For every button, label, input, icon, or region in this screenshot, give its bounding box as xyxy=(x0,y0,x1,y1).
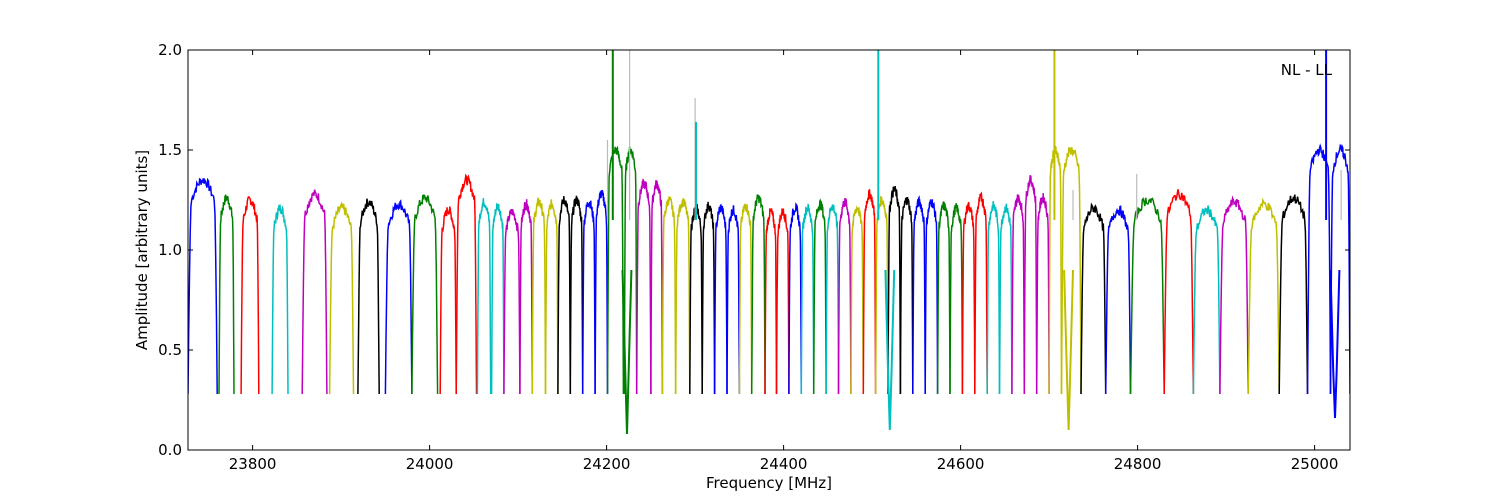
band-segment xyxy=(240,196,260,395)
band-segment xyxy=(1011,194,1026,395)
x-tick-label: 24000 xyxy=(406,455,454,473)
band-segment xyxy=(899,196,914,395)
band-segment xyxy=(974,191,988,395)
series-layer xyxy=(188,50,1350,435)
y-tick-label: 0.5 xyxy=(158,341,182,359)
y-tick-label: 1.5 xyxy=(158,141,182,159)
band-segment xyxy=(1192,205,1221,395)
y-tick-label: 1.0 xyxy=(158,241,182,259)
band-segment xyxy=(594,189,609,395)
annotation-label: NL - LL xyxy=(1281,61,1333,79)
band-segment xyxy=(674,198,691,395)
band-segment xyxy=(623,146,638,395)
band-segment xyxy=(490,202,505,395)
band-segment xyxy=(569,195,584,395)
band-segment xyxy=(936,200,951,395)
band-segment xyxy=(301,189,328,395)
band-segment xyxy=(650,180,664,395)
band-segment xyxy=(961,201,976,395)
x-tick-label: 25000 xyxy=(1291,455,1339,473)
band-segment xyxy=(531,197,547,395)
x-tick-label: 24400 xyxy=(760,455,808,473)
band-segment xyxy=(887,186,902,395)
band-segment xyxy=(837,197,852,395)
tick-layer: 23800 24000 24200 24400 24600 24800 25000 0.0 0.… xyxy=(158,41,1350,473)
band-segment xyxy=(812,198,827,395)
band-segment xyxy=(1247,197,1280,395)
band-segment xyxy=(455,173,478,395)
band-segment xyxy=(701,201,716,395)
y-tick-label: 0.0 xyxy=(158,441,182,459)
band-segment xyxy=(874,196,889,395)
band-segment xyxy=(1104,205,1132,395)
band-segment xyxy=(384,199,413,395)
band-segment xyxy=(862,189,877,395)
band-segment xyxy=(544,199,559,395)
plot-background xyxy=(188,50,1350,450)
band-segment xyxy=(1080,202,1107,395)
x-tick-label: 23800 xyxy=(229,455,277,473)
x-tick-label: 24800 xyxy=(1114,455,1162,473)
band-segment xyxy=(188,177,218,395)
band-segment xyxy=(998,203,1013,395)
band-segment xyxy=(1035,193,1050,395)
band-segment xyxy=(986,201,1001,395)
band-segment xyxy=(503,209,521,395)
band-segment xyxy=(850,205,865,395)
band-segment xyxy=(800,203,815,395)
y-axis-label: Amplitude [arbitrary units] xyxy=(133,150,151,350)
band-segment xyxy=(912,195,926,395)
band-segment xyxy=(924,199,939,395)
band-segment xyxy=(411,193,439,395)
absorption-dip xyxy=(621,269,633,435)
band-segment xyxy=(557,196,572,395)
band-segment xyxy=(328,201,355,395)
band-segment xyxy=(949,203,964,395)
band-segment xyxy=(476,198,492,395)
band-segment xyxy=(1278,194,1309,395)
x-tick-label: 24600 xyxy=(937,455,985,473)
band-segment xyxy=(1163,189,1195,395)
absorption-dip xyxy=(1063,269,1074,431)
band-segment xyxy=(775,208,790,395)
band-segment xyxy=(1329,143,1350,395)
absorption-dip xyxy=(884,269,896,431)
band-segment xyxy=(635,178,652,395)
band-segment xyxy=(271,204,289,395)
band-segment xyxy=(726,205,741,395)
band-segment xyxy=(439,206,457,395)
plot-frame xyxy=(187,49,1351,451)
band-segment xyxy=(218,194,235,395)
band-segment xyxy=(1219,195,1249,395)
band-segment xyxy=(357,198,380,395)
band-segment xyxy=(606,145,625,395)
band-segment xyxy=(519,199,534,395)
band-segment xyxy=(738,203,753,395)
band-segment xyxy=(750,194,766,395)
x-axis-label: Frequency [MHz] xyxy=(706,474,832,492)
band-segment xyxy=(581,200,596,395)
band-segment xyxy=(788,202,803,395)
x-tick-label: 24200 xyxy=(583,455,631,473)
band-segment xyxy=(713,203,728,395)
band-segment xyxy=(1060,147,1082,395)
absorption-dip xyxy=(1329,269,1341,419)
band-segment xyxy=(661,196,677,395)
band-segment xyxy=(764,208,778,395)
band-segment xyxy=(1023,175,1038,395)
y-tick-label: 2.0 xyxy=(158,41,182,59)
band-segment xyxy=(825,204,840,395)
